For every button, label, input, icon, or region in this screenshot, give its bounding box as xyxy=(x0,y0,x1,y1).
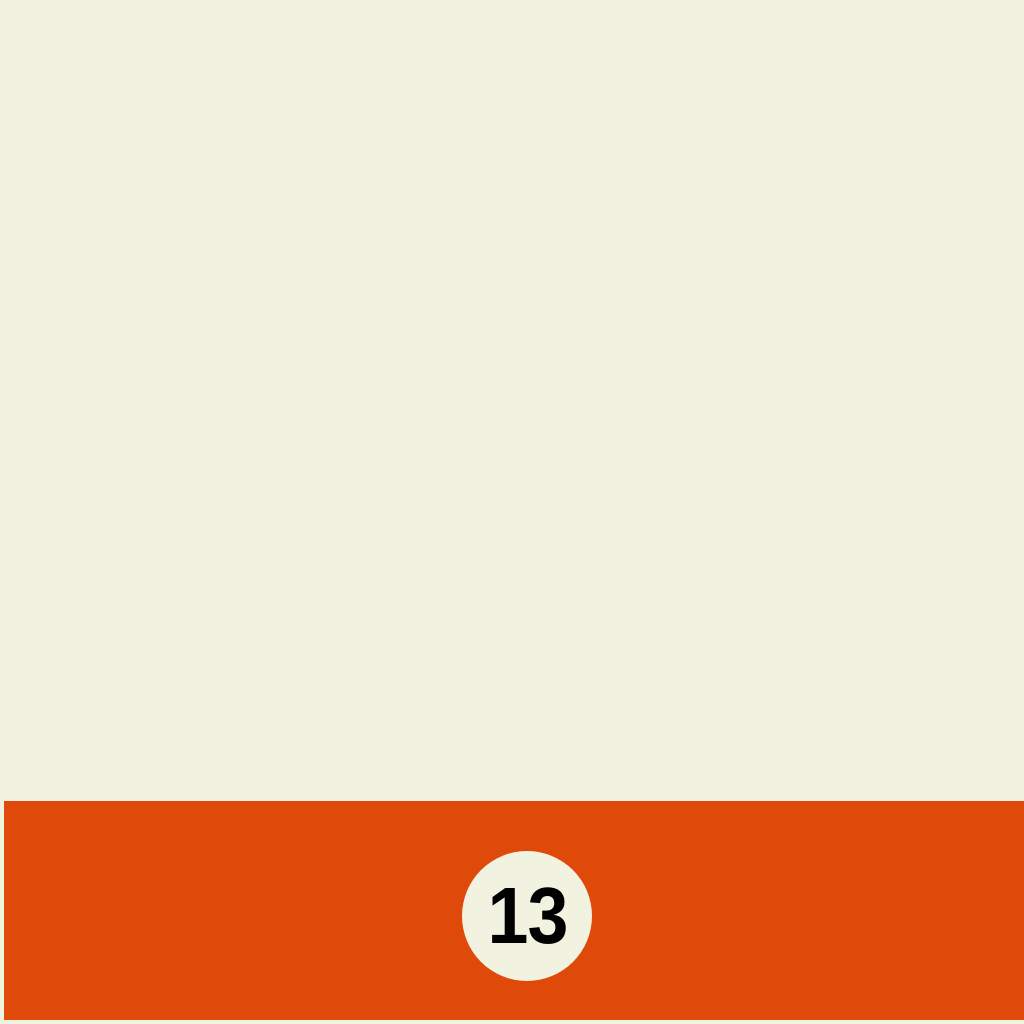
ball-number: 13 xyxy=(486,871,568,960)
number-circle: 13 xyxy=(462,851,592,981)
